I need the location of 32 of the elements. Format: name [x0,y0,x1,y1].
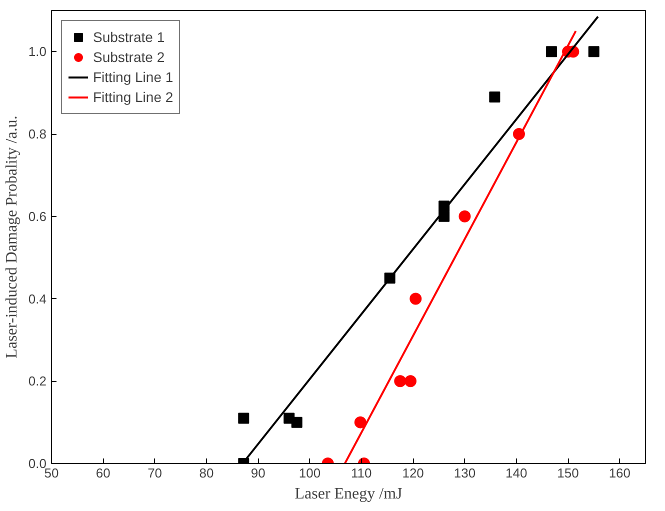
legend-label: Fitting Line 1 [93,69,174,85]
legend-label: Substrate 1 [93,29,165,45]
x-tick-label: 120 [402,466,424,480]
x-tick-label: 70 [148,466,162,480]
x-axis-title: Laser Enegy /mJ [294,486,402,502]
x-tick-label: 160 [608,466,631,480]
point [489,91,500,102]
point [354,416,366,428]
point [238,412,250,424]
y-tick-label: 1.0 [28,44,47,60]
point [546,46,557,58]
x-tick-label: 110 [351,466,372,480]
legend-label: Substrate 2 [93,49,165,65]
y-tick-label: 0.6 [28,208,47,224]
point [394,375,406,388]
y-axis-title: Laser-induced Damage Probality /a.u. [3,116,20,358]
x-tick-label: 140 [506,466,528,480]
x-tick-label: 130 [454,466,476,480]
x-tick-label: 60 [96,466,110,480]
point [458,210,471,222]
y-tick-label: 0.8 [28,126,47,142]
x-tick-label: 90 [250,466,266,480]
x-tick-label: 80 [199,466,214,480]
legend-label: Fitting Line 2 [93,89,174,105]
y-tick-label: 0.2 [28,374,47,389]
point [291,416,302,428]
x-tick-label: 100 [298,466,321,480]
y-tick-label: 0.4 [28,291,47,306]
point [588,46,600,58]
x-tick-label: 150 [557,466,579,480]
point [404,375,416,388]
point [410,292,422,305]
